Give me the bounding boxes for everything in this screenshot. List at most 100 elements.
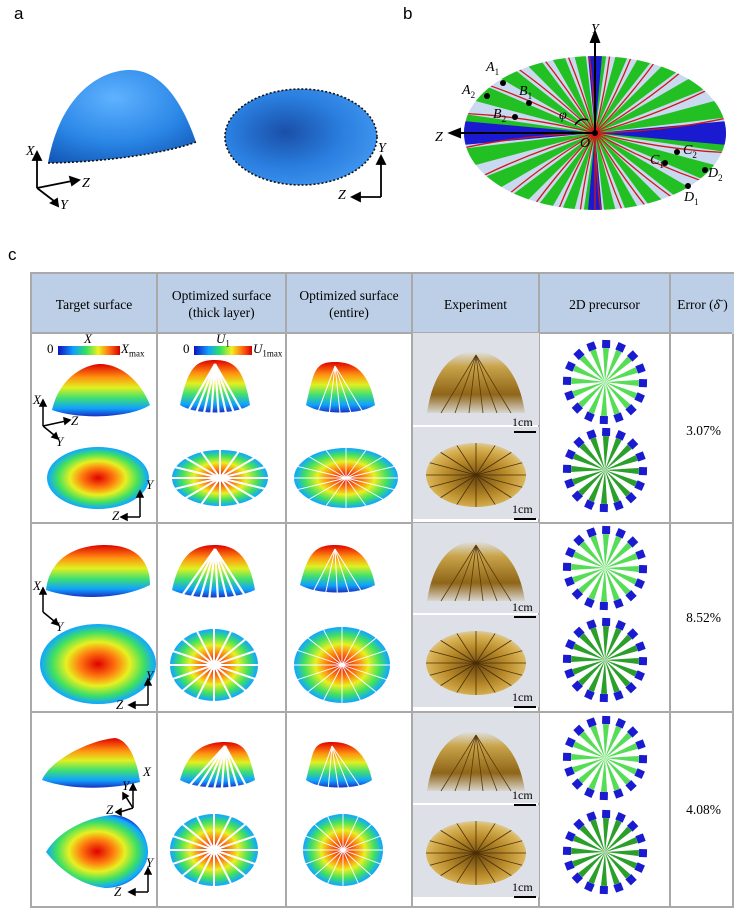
precursor-strip [579, 355, 605, 382]
precursor-strip [572, 551, 605, 568]
precursor-strip [600, 852, 608, 886]
precursor-blue-tip [602, 617, 611, 627]
precursor-strip [605, 852, 638, 869]
precursor-strip [605, 470, 620, 503]
scale-r3a: 1cm [512, 788, 533, 802]
precursor-blue-tip [571, 588, 583, 600]
precursor-blue-tip [638, 755, 648, 764]
axis-y-label-b: Y [591, 22, 599, 37]
header-precursor: 2D precursor [540, 274, 671, 334]
precursor-blue-tip [565, 831, 576, 842]
radial-gap [213, 637, 248, 666]
precursor-blue-tip [564, 860, 575, 871]
precursor-blue-tip [584, 689, 595, 700]
fan-strip [595, 56, 624, 133]
precursor-strip [602, 348, 610, 382]
radial-gap [295, 465, 347, 479]
precursor-strip [590, 349, 605, 382]
strip-gap [180, 548, 216, 598]
strip-gap [331, 745, 351, 792]
strip-gap [214, 363, 244, 413]
precursor-blue-tip [599, 791, 608, 801]
precursor-blue-tip [573, 436, 585, 448]
radial-gap [307, 455, 347, 479]
precursor-strip [605, 542, 632, 568]
header-thick: Optimized surface (thick layer) [158, 274, 287, 334]
precursor-strip [578, 660, 605, 686]
fan-curve [594, 132, 726, 155]
precursor-strip [602, 818, 610, 852]
precursor-strip [579, 825, 605, 852]
tbl-axis-x-r1: X [33, 392, 41, 407]
radial-gap [180, 664, 215, 693]
precursor-strip [605, 382, 638, 399]
precursor-blue-tip [565, 361, 576, 372]
header-error: Error (δ̄ ) [671, 274, 734, 334]
strip-gap [331, 745, 362, 789]
target-row1-top [47, 447, 149, 509]
colorbar-x [58, 346, 120, 355]
precursor-blue-tip [627, 536, 639, 548]
precursor-strip [605, 657, 639, 665]
precursor-strip [571, 655, 605, 663]
precursor-strip [605, 819, 622, 852]
radial-gap [213, 834, 258, 851]
colorbar-x-max: Xmax [121, 341, 145, 359]
precursor-blue-tip [564, 576, 575, 587]
precursor-strip [605, 849, 639, 857]
precursor-strip [605, 837, 638, 852]
precursor-strip [605, 755, 639, 763]
precursor-strip [605, 852, 620, 885]
precursor-strip [588, 758, 605, 791]
tbl-axis-y-r3b: Y [146, 855, 154, 870]
precursor-strip [572, 758, 605, 773]
fan-curve [594, 56, 698, 134]
fan-curve [594, 56, 617, 134]
radial-gap [213, 664, 233, 701]
precursor-strip [590, 725, 605, 758]
tbl-axis-x-r2: X [33, 578, 41, 593]
header-entire: Optimized surface (entire) [287, 274, 413, 334]
axis-z-label-b: Z [435, 130, 443, 145]
precursor-strip [572, 643, 605, 660]
precursor-blue-tip [586, 429, 597, 440]
precursor-blue-tip [565, 449, 576, 460]
precursor-blue-tip [634, 578, 645, 589]
precursor-blue-tip [627, 726, 639, 738]
precursor-blue-tip [625, 874, 637, 886]
precursor-strip [588, 660, 605, 693]
strip-gap [220, 745, 227, 792]
radial-gap [219, 456, 257, 479]
precursor-blue-tip [571, 490, 583, 502]
precursor-blue-tip [584, 499, 595, 510]
strip-gap [198, 548, 217, 602]
precursor-strip [605, 437, 622, 470]
precursor-blue-tip [564, 766, 575, 777]
precursor-blue-tip [635, 739, 646, 750]
radial-gap [326, 849, 344, 886]
precursor-blue-tip [586, 717, 597, 728]
precursor-blue-tip [564, 668, 575, 679]
precursor-strip [605, 568, 631, 595]
precursor-strip [571, 847, 605, 855]
precursor-blue-tip [586, 811, 597, 822]
panel-letter-c: c [8, 245, 17, 264]
precursor-strip [579, 541, 605, 568]
radial-gap [345, 455, 385, 479]
precursor-blue-tip [571, 680, 583, 692]
axis-x-label-a: X [26, 144, 35, 159]
radial-gap [219, 477, 267, 491]
precursor-blue-tip [584, 597, 595, 608]
strip-gap [327, 745, 333, 791]
precursor-blue-tip [562, 752, 572, 761]
strip-gap [334, 548, 363, 594]
radial-gap [306, 636, 343, 666]
tbl-axis-y-r2b: Y [146, 668, 154, 683]
precursor-blue-tip [627, 628, 639, 640]
precursor-blue-tip [584, 881, 595, 892]
fan-strip [595, 133, 695, 210]
precursor-strip [605, 467, 639, 475]
fan-curve [464, 56, 596, 134]
precursor-blue-tip [599, 415, 608, 425]
